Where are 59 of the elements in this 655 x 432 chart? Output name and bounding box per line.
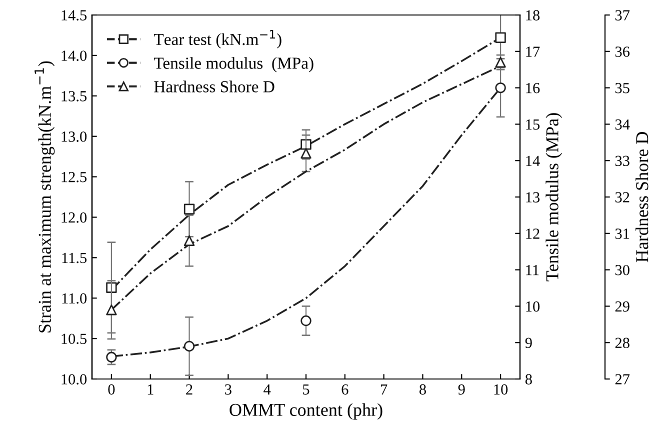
x-tick-label: 6 xyxy=(342,384,348,395)
y2-tick-label: 18 xyxy=(526,10,540,20)
y-tick-label: 12.0 xyxy=(62,212,87,223)
y2-tick-label: 10 xyxy=(526,301,540,312)
y-tick-label: 14.0 xyxy=(62,50,87,61)
y-axis-title: Strain at maximum strength(kN.m$^{−1}$) xyxy=(34,61,55,332)
y3-tick-label: 37 xyxy=(615,10,630,20)
point xyxy=(106,304,117,316)
y-tick-label: 11.5 xyxy=(62,252,87,264)
point xyxy=(106,352,117,363)
y-tick-label: 12.5 xyxy=(62,172,87,182)
y3-tick-label: 29 xyxy=(615,301,630,312)
y2-tick-label: 16 xyxy=(526,82,540,94)
x-tick-label: 5 xyxy=(303,384,310,395)
y2-tick-label: 8 xyxy=(525,374,532,384)
legend-label: Hardness Shore D xyxy=(154,80,274,92)
legend-label: Tear test (kN.m$^{−1}$) xyxy=(154,30,282,48)
x-tick-label: 10 xyxy=(494,384,508,395)
point xyxy=(495,82,506,94)
point xyxy=(184,204,195,214)
y2-axis-title: Tensile modulus (MPa) xyxy=(546,113,562,282)
point xyxy=(300,148,312,159)
y2-tick-label: 13 xyxy=(526,192,540,202)
x-tick-label: 3 xyxy=(225,384,232,395)
x-tick-label: 7 xyxy=(381,384,388,394)
x-tick-label: 0 xyxy=(108,384,115,395)
y-tick-label: 13.0 xyxy=(62,131,87,142)
point xyxy=(184,340,195,352)
x-tick-label: 8 xyxy=(419,384,426,395)
y2-tick-label: 14 xyxy=(526,156,540,166)
y-tick-label: 10.0 xyxy=(62,374,87,385)
y3-tick-label: 31 xyxy=(615,228,630,239)
y2-tick-label: 15 xyxy=(526,119,540,130)
x-tick-label: 4 xyxy=(264,384,271,394)
y3-tick-label: 35 xyxy=(615,82,630,94)
y3-tick-label: 28 xyxy=(615,338,630,348)
point xyxy=(184,235,195,246)
y2-tick-label: 17 xyxy=(526,46,540,57)
legend-label: Tensile modulus (MPa) xyxy=(154,57,314,72)
y3-tick-label: 30 xyxy=(615,264,630,276)
y2-tick-label: 11 xyxy=(526,265,539,276)
point xyxy=(495,32,506,43)
y-tick-label: 13.5 xyxy=(62,91,87,102)
y3-axis-title: Hardness Shore D xyxy=(636,132,648,262)
y2-tick-label: 12 xyxy=(526,228,540,239)
point xyxy=(300,315,312,326)
y3-tick-label: 32 xyxy=(615,192,630,202)
y3-tick-label: 36 xyxy=(615,46,630,57)
y3-tick-label: 33 xyxy=(615,156,630,166)
y-tick-label: 11.0 xyxy=(62,293,87,304)
y-tick-label: 14.5 xyxy=(62,10,87,21)
x-tick-label: 1 xyxy=(148,384,154,394)
x-tick-label: 9 xyxy=(458,384,465,395)
x-axis-title: OMMT content (phr) xyxy=(230,403,382,420)
y3-tick-label: 34 xyxy=(615,119,630,130)
y3-tick-label: 27 xyxy=(615,374,630,384)
x-tick-label: 2 xyxy=(186,384,192,394)
y2-tick-label: 9 xyxy=(525,338,532,348)
y-tick-label: 10.5 xyxy=(62,334,87,344)
